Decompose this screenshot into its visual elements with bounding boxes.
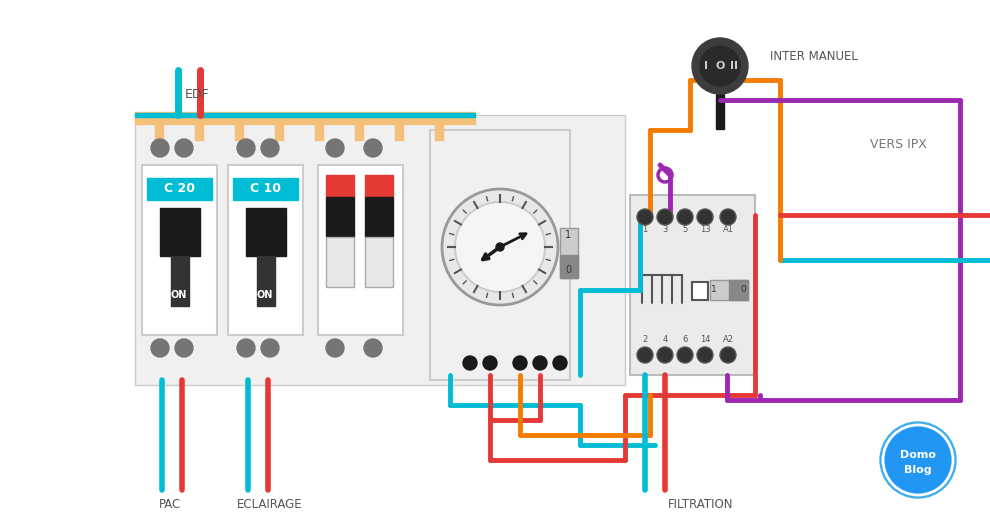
Bar <box>710 280 748 300</box>
Circle shape <box>637 209 653 225</box>
Text: FILTRATION: FILTRATION <box>668 499 734 512</box>
Text: 1: 1 <box>643 226 647 234</box>
Text: II: II <box>730 61 738 71</box>
Circle shape <box>513 356 527 370</box>
Bar <box>246 208 286 256</box>
Circle shape <box>463 356 477 370</box>
Circle shape <box>326 339 344 357</box>
Text: C 10: C 10 <box>249 182 280 195</box>
Text: 14: 14 <box>700 336 710 344</box>
Bar <box>365 175 393 197</box>
Circle shape <box>151 139 169 157</box>
Bar <box>716 94 724 129</box>
Bar <box>729 280 748 300</box>
Circle shape <box>880 422 956 498</box>
Text: A1: A1 <box>723 226 734 234</box>
Bar <box>326 237 354 287</box>
Circle shape <box>677 347 693 363</box>
Bar <box>326 175 354 197</box>
Bar <box>630 195 755 375</box>
Bar <box>135 112 475 124</box>
Text: C 20: C 20 <box>163 182 194 195</box>
Bar <box>365 197 393 237</box>
Bar <box>171 256 189 306</box>
Text: 4: 4 <box>662 336 667 344</box>
Circle shape <box>637 347 653 363</box>
Circle shape <box>364 139 382 157</box>
Circle shape <box>326 139 344 157</box>
Text: I: I <box>704 61 708 71</box>
Circle shape <box>883 425 953 495</box>
Circle shape <box>261 339 279 357</box>
Circle shape <box>455 202 545 292</box>
Text: 2: 2 <box>643 336 647 344</box>
Circle shape <box>237 139 255 157</box>
Bar <box>692 282 708 300</box>
Text: Blog: Blog <box>904 465 932 475</box>
Circle shape <box>483 356 497 370</box>
Text: 6: 6 <box>682 336 688 344</box>
Text: 5: 5 <box>682 226 688 234</box>
Bar <box>275 124 283 140</box>
Bar <box>142 165 217 335</box>
Bar <box>235 124 243 140</box>
Text: ON: ON <box>256 290 273 300</box>
Bar <box>257 256 275 306</box>
Bar <box>395 124 403 140</box>
Text: 1: 1 <box>711 286 717 294</box>
Circle shape <box>151 339 169 357</box>
Circle shape <box>175 339 193 357</box>
Bar <box>326 197 354 237</box>
Text: EDF: EDF <box>185 89 210 102</box>
Bar <box>135 113 475 117</box>
Circle shape <box>677 209 693 225</box>
Bar <box>195 124 203 140</box>
Circle shape <box>261 139 279 157</box>
Text: VERS IPX: VERS IPX <box>870 139 927 152</box>
Bar <box>435 124 443 140</box>
Circle shape <box>697 347 713 363</box>
Circle shape <box>720 209 736 225</box>
Circle shape <box>692 38 748 94</box>
Circle shape <box>700 46 740 86</box>
Circle shape <box>442 189 558 305</box>
Circle shape <box>657 347 673 363</box>
Circle shape <box>553 356 567 370</box>
Text: 0: 0 <box>565 265 571 275</box>
Text: PAC: PAC <box>158 499 181 512</box>
Circle shape <box>364 339 382 357</box>
Text: 3: 3 <box>662 226 667 234</box>
Circle shape <box>237 339 255 357</box>
Bar <box>365 237 393 287</box>
Bar <box>355 124 363 140</box>
Circle shape <box>496 243 504 251</box>
Text: O: O <box>716 61 725 71</box>
Bar <box>160 208 200 256</box>
Text: INTER MANUEL: INTER MANUEL <box>770 51 858 64</box>
Circle shape <box>720 347 736 363</box>
Bar <box>315 124 323 140</box>
Circle shape <box>533 356 547 370</box>
Text: 1: 1 <box>565 230 571 240</box>
Bar <box>155 124 163 140</box>
Bar <box>135 115 625 385</box>
Circle shape <box>175 139 193 157</box>
Text: 0: 0 <box>741 286 745 294</box>
Text: 13: 13 <box>700 226 710 234</box>
Text: ECLAIRAGE: ECLAIRAGE <box>238 499 303 512</box>
Bar <box>233 178 298 200</box>
Bar <box>560 255 578 278</box>
Text: ON: ON <box>171 290 187 300</box>
Circle shape <box>697 209 713 225</box>
Bar <box>228 165 303 335</box>
Text: A2: A2 <box>723 336 734 344</box>
Circle shape <box>657 209 673 225</box>
Bar <box>430 130 570 380</box>
Bar <box>318 165 403 335</box>
Text: Domo: Domo <box>900 450 936 460</box>
Bar <box>560 228 578 278</box>
Bar <box>147 178 212 200</box>
